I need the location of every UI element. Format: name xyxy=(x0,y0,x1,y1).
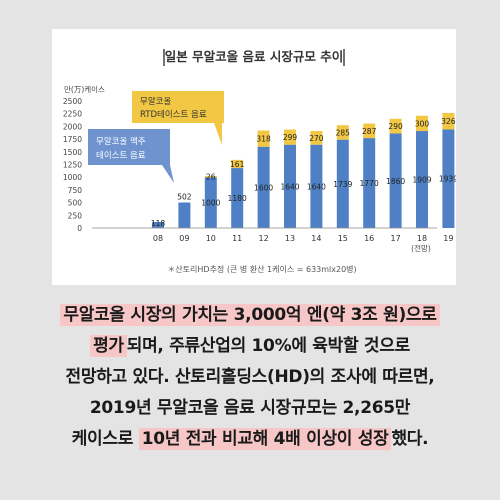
x-tick-label: 13 xyxy=(285,234,295,243)
x-tick-label: 09 xyxy=(179,234,189,243)
y-tick-label: 1500 xyxy=(63,148,82,157)
bar-beer xyxy=(389,133,402,228)
bar-rtd xyxy=(389,118,402,134)
caption-highlight-2: 10년 전과 비교해 4배 이상이 성장 xyxy=(138,428,392,450)
bar-beer xyxy=(284,144,296,228)
callout-rtd: 무알코올 RTD테이스트 음료 xyxy=(132,91,224,145)
bar-beer xyxy=(442,129,455,228)
data-label-beer: 1640 xyxy=(280,182,299,191)
caption-line-1: 무알코올 시장의 가치는 3,000억 엔(약 3조 원)으로 xyxy=(0,300,500,331)
data-label-beer: 1600 xyxy=(254,183,273,192)
y-tick-label: 250 xyxy=(68,211,83,220)
x-tick-label: 11 xyxy=(232,234,242,243)
bar-beer xyxy=(204,177,217,228)
y-tick-label: 1250 xyxy=(63,161,82,170)
caption-line-2: 평가 되며, 주류산업의 10%에 육박할 것으로 xyxy=(0,331,500,362)
bar-beer xyxy=(152,222,164,228)
y-tick-label: 2000 xyxy=(63,122,82,131)
data-label-rtd: 161 xyxy=(230,160,245,169)
data-label-beer: 1770 xyxy=(360,179,379,188)
x-tick-label: 19 xyxy=(443,234,453,243)
data-label-beer: 1939 xyxy=(439,175,456,184)
bar-rtd xyxy=(204,175,217,178)
caption-line-5: 케이스로 10년 전과 비교해 4배 이상이 성장 했다. xyxy=(0,424,500,455)
bar-rtd xyxy=(336,125,349,140)
callout-rtd-line1: 무알코올 xyxy=(140,96,171,107)
caption-line-5-pre: 케이스로 xyxy=(71,429,139,449)
bar-chart: 일본 무알코올 음료 시장규모 추이 만(万)케이스 0250500750100… xyxy=(63,49,456,274)
x-tick-label: 12 xyxy=(259,234,269,243)
x-category-note: (전망) xyxy=(411,243,431,253)
caption-highlight-1: 평가 xyxy=(90,335,127,357)
caption-line-1-text: 무알코올 시장의 가치는 3,000억 엔(약 3조 원)으로 xyxy=(60,304,440,326)
y-tick-group: 0 250 500 750 1000 1250 1500 1750 2000 2250 2500 xyxy=(63,97,82,233)
bar-group: 118 502 1000 26 1180 161 1600 318 1640 299 1640 270… xyxy=(151,112,456,228)
bar-beer xyxy=(416,131,428,228)
x-tick-label: 16 xyxy=(364,234,374,243)
data-label-beer: 1739 xyxy=(333,180,352,189)
data-label-beer: 118 xyxy=(151,219,166,228)
y-tick-label: 1750 xyxy=(63,135,82,144)
callout-beer-pointer xyxy=(162,165,174,183)
caption-line-2-text: 되며, 주류산업의 10%에 육박할 것으로 xyxy=(126,336,410,356)
data-label-beer: 1860 xyxy=(386,177,405,186)
y-tick-label: 2500 xyxy=(63,97,82,106)
x-tick-label: 10 xyxy=(206,234,216,243)
bar-beer xyxy=(310,144,323,228)
callout-beer-line1: 무알코올 맥주 xyxy=(96,136,146,147)
chart-card: 일본 무알코올 음료 시장규모 추이 만(万)케이스 0 250 500 750 100… xyxy=(52,29,456,285)
bar-beer xyxy=(363,138,376,228)
y-axis-label: 만(万)케이스 xyxy=(64,84,105,94)
data-label-beer: 1000 xyxy=(201,199,220,208)
chart-title: 일본 무알코올 음료 시장규모 추이 xyxy=(165,49,343,64)
data-label-beer: 1640 xyxy=(307,182,326,191)
bar-rtd xyxy=(310,130,323,145)
x-tick-group: 08 09 10 11 12 13 14 15 16 17 18 19 xyxy=(153,234,454,243)
data-label-rtd: 26 xyxy=(206,173,216,182)
data-label-rtd: 299 xyxy=(283,133,298,142)
caption: 무알코올 시장의 가치는 3,000억 엔(약 3조 원)으로 평가 되며, 주류… xyxy=(0,300,500,455)
y-tick-label: 750 xyxy=(68,186,83,195)
data-label-rtd: 326 xyxy=(441,117,456,126)
y-tick-label: 500 xyxy=(68,199,83,208)
bar-beer xyxy=(231,168,244,228)
bar-beer xyxy=(336,139,349,228)
y-tick-label: 1000 xyxy=(63,173,82,182)
bar-rtd xyxy=(363,123,376,139)
bar-rtd xyxy=(284,129,296,145)
data-label-rtd: 285 xyxy=(336,128,351,137)
callout-rtd-line2: RTD테이스트 음료 xyxy=(140,109,207,120)
chart-footnote: ＊산토리HD추정 (큰 병 환산 1케이스 = 633mlx20병) xyxy=(167,264,356,274)
data-label-rtd: 300 xyxy=(415,119,430,128)
bar-rtd xyxy=(257,130,270,147)
x-tick-label: 14 xyxy=(311,234,321,243)
bar-rtd xyxy=(231,159,244,169)
data-label-beer: 1909 xyxy=(412,176,431,185)
data-label-beer: 1180 xyxy=(228,194,247,203)
bar-rtd xyxy=(442,112,455,130)
bar-beer xyxy=(178,202,191,228)
caption-line-4: 2019년 무알코올 음료 시장규모는 2,265만 xyxy=(89,398,411,418)
data-label-rtd: 270 xyxy=(309,134,324,143)
y-tick-label: 2250 xyxy=(63,110,82,119)
data-label-beer: 502 xyxy=(177,192,192,201)
bar-beer xyxy=(257,146,270,228)
callout-beer-line2: 테이스트 음료 xyxy=(96,150,146,161)
callout-beer: 무알코올 맥주 테이스트 음료 xyxy=(88,129,174,183)
y-tick-label: 0 xyxy=(77,224,82,233)
callout-beer-box xyxy=(88,129,170,165)
caption-line-5-post: 했다. xyxy=(391,429,429,449)
data-label-rtd: 287 xyxy=(362,127,377,136)
data-label-rtd: 318 xyxy=(256,135,271,144)
data-label-rtd: 290 xyxy=(388,122,403,131)
x-tick-label: 08 xyxy=(153,234,163,243)
callout-rtd-pointer xyxy=(214,123,222,145)
x-tick-label: 17 xyxy=(391,234,401,243)
bar-rtd xyxy=(416,115,428,132)
x-tick-label: 18 xyxy=(417,234,427,243)
callout-rtd-box xyxy=(132,91,224,123)
x-tick-label: 15 xyxy=(338,234,348,243)
caption-line-3: 전망하고 있다. 산토리홀딩스(HD)의 조사에 따르면, xyxy=(65,367,435,387)
